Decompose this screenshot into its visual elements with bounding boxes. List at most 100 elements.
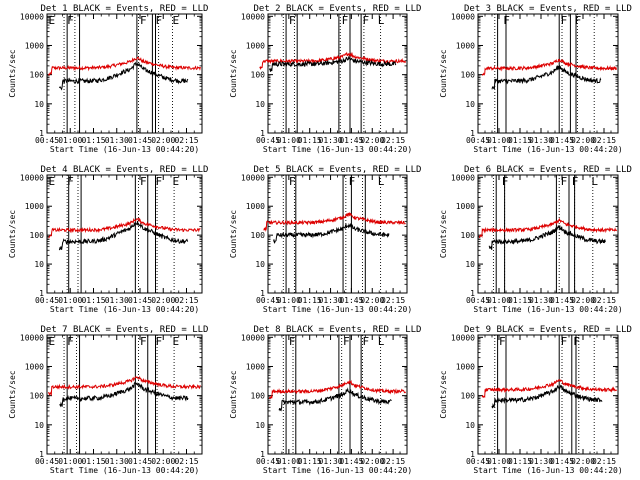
- x-tick-label: 01:45: [550, 296, 574, 305]
- marker-letter: F: [503, 14, 510, 27]
- y-tick-label: 10: [465, 260, 475, 269]
- panel-title: Det 2 BLACK = Events, RED = LLD: [254, 4, 422, 14]
- x-tick-label: 00:45: [35, 296, 59, 305]
- x-tick-label: 02:15: [381, 296, 405, 305]
- marker-letter: F: [561, 335, 568, 348]
- x-tick-label: 02:00: [571, 136, 595, 145]
- y-tick-label: 1000: [246, 362, 265, 371]
- x-tick-label: 02:00: [360, 457, 384, 466]
- y-tick-label: 1000: [25, 41, 44, 50]
- x-tick-label: 01:15: [508, 296, 532, 305]
- marker-letter: F: [140, 175, 147, 188]
- y-tick-label: 10000: [241, 12, 265, 21]
- y-tick-label: 10: [255, 100, 265, 109]
- panel-4: Det 4 BLACK = Events, RED = LLD 1 10 100 100…: [8, 165, 208, 314]
- y-tick-label: 1: [39, 129, 44, 138]
- marker-letter: F: [349, 175, 356, 188]
- x-tick-label: 02:15: [592, 136, 616, 145]
- x-tick-label: 00:45: [466, 296, 490, 305]
- x-axis-label: Start Time (16-Jun-13 00:44:20): [50, 305, 199, 314]
- marker-letter: F: [573, 335, 580, 348]
- x-tick-label: 01:00: [487, 136, 511, 145]
- marker-letter: F: [67, 14, 74, 27]
- y-axis-label: Counts/sec: [439, 49, 448, 97]
- y-tick-label: 1000: [456, 41, 475, 50]
- y-tick-label: 1: [260, 129, 265, 138]
- y-tick-label: 1: [260, 450, 265, 459]
- marker-letter: F: [156, 14, 163, 27]
- y-tick-label: 10000: [451, 173, 475, 182]
- y-axis-label: Counts/sec: [8, 370, 17, 418]
- events-series-line: [273, 222, 390, 244]
- y-axis-label: Counts/sec: [229, 49, 238, 97]
- y-tick-label: 100: [251, 231, 266, 240]
- marker-letter: F: [289, 335, 296, 348]
- marker-letter: F: [561, 14, 568, 27]
- panel-3: Det 3 BLACK = Events, RED = LLD 1 10 100 100…: [439, 4, 632, 154]
- marker-letter: E: [49, 14, 56, 27]
- panel-title: Det 1 BLACK = Events, RED = LLD: [41, 4, 209, 14]
- y-axis-label: Counts/sec: [229, 370, 238, 418]
- x-tick-label: 02:00: [571, 296, 595, 305]
- events-series-line: [491, 64, 602, 90]
- x-axis-label: Start Time (16-Jun-13 00:44:20): [263, 305, 412, 314]
- x-tick-label: 00:45: [466, 457, 490, 466]
- y-tick-label: 100: [251, 71, 266, 80]
- x-tick-label: 00:45: [256, 296, 280, 305]
- marker-letter: F: [499, 335, 506, 348]
- x-tick-label: 01:45: [339, 136, 363, 145]
- marker-letter: F: [343, 335, 350, 348]
- x-axis-label: Start Time (16-Jun-13 00:44:20): [473, 145, 622, 154]
- x-tick-label: 02:15: [174, 136, 198, 145]
- y-tick-label: 10000: [451, 12, 475, 21]
- y-tick-label: 1: [39, 450, 44, 459]
- panel-6: Det 6 BLACK = Events, RED = LLD 1 10 100 100…: [439, 165, 632, 314]
- panel-title: Det 6 BLACK = Events, RED = LLD: [464, 165, 632, 175]
- y-tick-label: 10000: [451, 333, 475, 342]
- y-tick-label: 1: [470, 289, 475, 298]
- marker-letter: F: [156, 335, 163, 348]
- x-tick-label: 01:30: [105, 136, 129, 145]
- x-tick-label: 02:15: [381, 136, 405, 145]
- x-axis-label: Start Time (16-Jun-13 00:44:20): [473, 466, 622, 475]
- y-tick-label: 100: [30, 71, 45, 80]
- x-tick-label: 01:45: [128, 136, 152, 145]
- marker-letter: E: [173, 335, 180, 348]
- panel-7: Det 7 BLACK = Events, RED = LLD 1 10 100 100…: [8, 325, 208, 475]
- panel-title: Det 4 BLACK = Events, RED = LLD: [41, 165, 209, 175]
- y-tick-label: 10: [465, 100, 475, 109]
- y-tick-label: 100: [461, 392, 476, 401]
- lld-series-line: [48, 56, 201, 77]
- y-tick-label: 1000: [246, 202, 265, 211]
- marker-letter: F: [575, 14, 582, 27]
- y-axis-label: Counts/sec: [439, 370, 448, 418]
- x-tick-label: 02:15: [381, 457, 405, 466]
- marker-letter: F: [363, 335, 370, 348]
- x-tick-label: 01:30: [319, 296, 343, 305]
- panel-8: Det 8 BLACK = Events, RED = LLD 1 10 100 100…: [229, 325, 421, 475]
- y-tick-label: 1: [470, 129, 475, 138]
- marker-letter: E: [173, 175, 180, 188]
- y-tick-label: 10: [465, 421, 475, 430]
- x-tick-label: 01:30: [319, 136, 343, 145]
- x-tick-label: 01:15: [298, 457, 322, 466]
- y-tick-label: 1000: [456, 202, 475, 211]
- plot-frame: [267, 13, 408, 134]
- y-tick-label: 10: [255, 421, 265, 430]
- x-tick-label: 01:30: [105, 457, 129, 466]
- x-tick-label: 01:00: [58, 457, 82, 466]
- marker-letter: F: [289, 175, 296, 188]
- plot-frame: [477, 334, 619, 455]
- x-tick-label: 00:45: [256, 457, 280, 466]
- lld-series-line: [268, 379, 407, 400]
- x-tick-label: 01:30: [529, 457, 553, 466]
- marker-letter: F: [572, 175, 579, 188]
- x-tick-label: 01:00: [487, 296, 511, 305]
- y-axis-label: Counts/sec: [229, 210, 238, 258]
- y-tick-label: 1: [470, 450, 475, 459]
- y-tick-label: 10000: [241, 173, 265, 182]
- y-tick-label: 10000: [241, 333, 265, 342]
- x-tick-label: 01:00: [58, 296, 82, 305]
- marker-letter: L: [378, 14, 385, 27]
